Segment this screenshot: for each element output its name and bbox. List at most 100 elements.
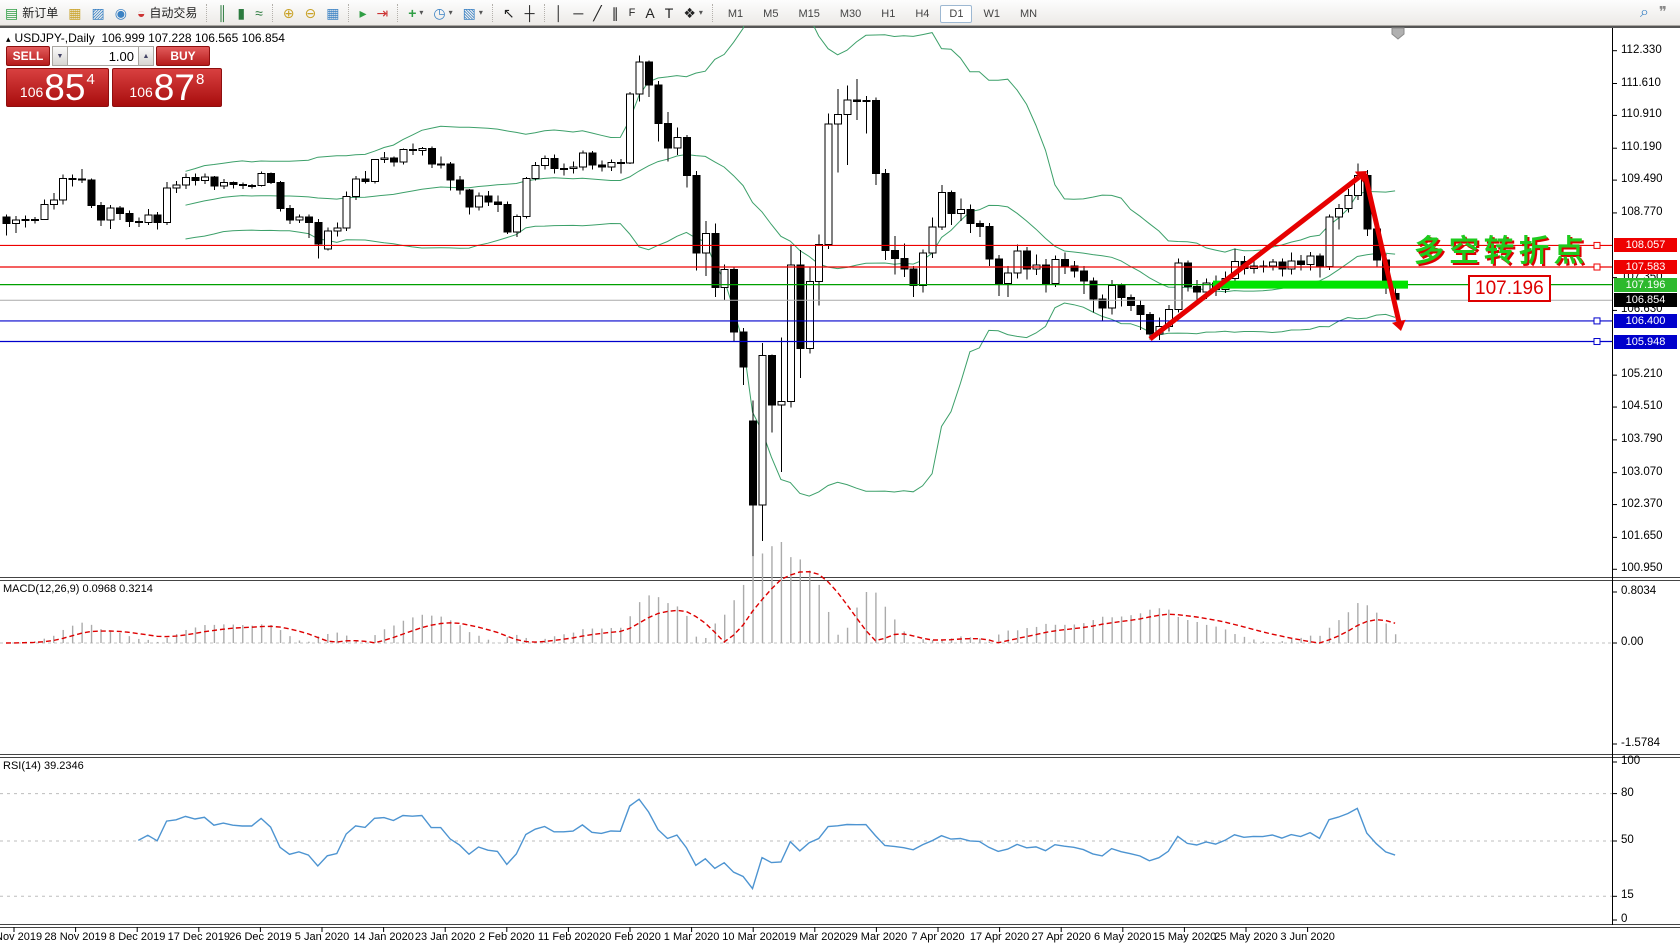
price-tag-106.854: 106.854 xyxy=(1614,293,1677,308)
trendline-icon: ╱ xyxy=(593,4,602,21)
buy-button[interactable]: BUY xyxy=(156,46,210,66)
macd-axis-label: 0.8034 xyxy=(1621,585,1657,597)
auto-trading-button[interactable]: ◒ 自动交易 xyxy=(133,2,201,23)
rsi-axis-label: 0 xyxy=(1621,913,1628,925)
date-axis-label: 8 Dec 2019 xyxy=(109,931,166,943)
price-tick-label: 104.510 xyxy=(1621,400,1663,413)
toolbar-separator xyxy=(397,3,399,22)
sell-price-big: 85 xyxy=(44,67,86,108)
date-axis-label: 7 Apr 2020 xyxy=(911,931,965,943)
periods-button[interactable]: ◷ ▾ xyxy=(429,2,456,23)
price-tag-105.948: 105.948 xyxy=(1614,334,1677,349)
vertical-line-button[interactable]: │ xyxy=(551,2,568,23)
fibonacci-button[interactable]: F xyxy=(625,2,640,23)
timeframe-button-H1[interactable]: H1 xyxy=(881,7,896,20)
date-axis-label: 19 Mar 2020 xyxy=(783,931,846,943)
bar-chart-button[interactable]: ║ xyxy=(213,2,231,23)
timeframe-button-M30[interactable]: M30 xyxy=(839,7,862,20)
signals-icon: ◉ xyxy=(114,4,127,21)
signals-button[interactable]: ◉ xyxy=(111,2,131,23)
date-axis-label: 27 Apr 2020 xyxy=(1031,931,1091,943)
date-axis-label: 3 Jun 2020 xyxy=(1280,931,1335,943)
toolbar-separator xyxy=(491,3,494,22)
rsi-axis-label: 80 xyxy=(1621,786,1634,799)
indicators-button[interactable]: + ▾ xyxy=(404,2,427,23)
sell-price-tile[interactable]: 106 85 4 xyxy=(6,68,109,107)
price-tick-label: 103.790 xyxy=(1621,432,1663,445)
cursor-button[interactable]: ↖ xyxy=(499,2,519,23)
timeframe-button-M1[interactable]: M1 xyxy=(727,7,744,20)
channel-icon: ∥ xyxy=(611,4,619,21)
search-icon: ⌕ xyxy=(1639,3,1649,21)
price-callout-label[interactable]: 107.196 xyxy=(1468,275,1551,302)
text-label-button[interactable]: T xyxy=(661,2,678,23)
auto-scroll-icon: ▸ xyxy=(359,4,367,21)
auto-scroll-button[interactable]: ▸ xyxy=(355,2,370,23)
auto-trading-label: 自动交易 xyxy=(149,6,198,20)
arrows-button[interactable]: ❖ ▾ xyxy=(679,2,707,23)
crosshair-icon: ┼ xyxy=(524,4,535,21)
trendline-button[interactable]: ╱ xyxy=(589,2,605,23)
cursor-icon: ↖ xyxy=(502,4,515,21)
macd-label: MACD(12,26,9) 0.0968 0.3214 xyxy=(3,583,153,595)
timeframe-button-D1[interactable]: D1 xyxy=(940,4,973,23)
timeframe-button-W1[interactable]: W1 xyxy=(983,7,1000,20)
zoom-out-button[interactable]: ⊖ xyxy=(300,2,320,23)
chart-shift-icon: ⇥ xyxy=(376,4,389,21)
timeframe-button-MN[interactable]: MN xyxy=(1019,7,1038,20)
date-axis-label: 15 May 2020 xyxy=(1152,931,1217,943)
sell-price-prefix: 106 xyxy=(19,84,44,100)
date-axis-label: 23 Jan 2020 xyxy=(414,931,476,943)
chart-header: ▴ USDJPY-,Daily 106.999 107.228 106.565 1… xyxy=(6,31,285,45)
chat-button[interactable]: ❞ xyxy=(1655,2,1671,23)
horizontal-line-button[interactable]: ─ xyxy=(569,2,587,23)
timeframe-button-M5[interactable]: M5 xyxy=(763,7,779,20)
templates-icon: ▧ xyxy=(462,4,476,21)
candlestick-chart-button[interactable]: ▮ xyxy=(233,2,249,23)
date-axis-label: 25 May 2020 xyxy=(1214,931,1278,943)
date-axis-label: 20 Feb 2020 xyxy=(599,931,661,943)
collapse-arrow-icon[interactable]: ▴ xyxy=(6,34,11,44)
macd-axis-label: 0.00 xyxy=(1621,636,1644,648)
date-axis-label: 2 Feb 2020 xyxy=(478,931,535,943)
toolbar-separator xyxy=(206,3,208,22)
fibonacci-icon: F xyxy=(628,6,636,19)
timeframe-button-H4[interactable]: H4 xyxy=(915,7,930,20)
chart-window-button[interactable]: ▦ xyxy=(64,2,85,23)
buy-price-tile[interactable]: 106 87 8 xyxy=(111,68,222,107)
volume-decrease-button[interactable]: ▼ xyxy=(52,46,68,66)
price-tick-label: 102.370 xyxy=(1621,497,1663,510)
zoom-in-button[interactable]: ⊕ xyxy=(279,2,299,23)
market-watch-icon: ▨ xyxy=(91,4,105,21)
templates-button[interactable]: ▧ ▾ xyxy=(459,2,487,23)
arrows-icon: ❖ xyxy=(683,4,696,21)
toolbar-separator xyxy=(543,3,546,22)
dropdown-arrow-icon: ▾ xyxy=(698,8,703,17)
channel-button[interactable]: ∥ xyxy=(608,2,623,23)
market-watch-button[interactable]: ▨ xyxy=(87,2,108,23)
zoom-in-icon: ⊕ xyxy=(282,4,295,21)
new-order-button[interactable]: ▤ 新订单 xyxy=(1,2,62,23)
crosshair-button[interactable]: ┼ xyxy=(521,2,539,23)
price-tag-108.057: 108.057 xyxy=(1614,238,1677,253)
date-axis-label: 1 Mar 2020 xyxy=(663,931,720,943)
timeframe-group: M1 M5 M15 M30 H1 H4 D1 W1 MN xyxy=(718,4,1047,23)
line-chart-button[interactable]: ≈ xyxy=(251,2,267,23)
buy-price-prefix: 106 xyxy=(129,84,153,100)
periods-icon: ◷ xyxy=(433,4,446,21)
chart-shift-button[interactable]: ⇥ xyxy=(372,2,392,23)
search-button[interactable]: ⌕ xyxy=(1636,2,1653,23)
sell-button[interactable]: SELL xyxy=(6,46,50,66)
tile-windows-button[interactable]: ▦ xyxy=(322,2,343,23)
date-axis-label: 28 Nov 2019 xyxy=(44,931,107,943)
timeframe-button-M15[interactable]: M15 xyxy=(798,7,820,20)
text-label-icon: T xyxy=(664,4,674,21)
rsi-axis-label: 100 xyxy=(1621,755,1641,767)
volume-increase-button[interactable]: ▲ xyxy=(138,46,154,66)
price-tick-label: 101.650 xyxy=(1621,530,1663,543)
volume-input[interactable] xyxy=(68,46,138,66)
price-tick-label: 112.330 xyxy=(1621,43,1662,56)
text-button[interactable]: A xyxy=(641,2,658,23)
turning-point-annotation[interactable]: 多空转折点 xyxy=(1414,235,1589,268)
